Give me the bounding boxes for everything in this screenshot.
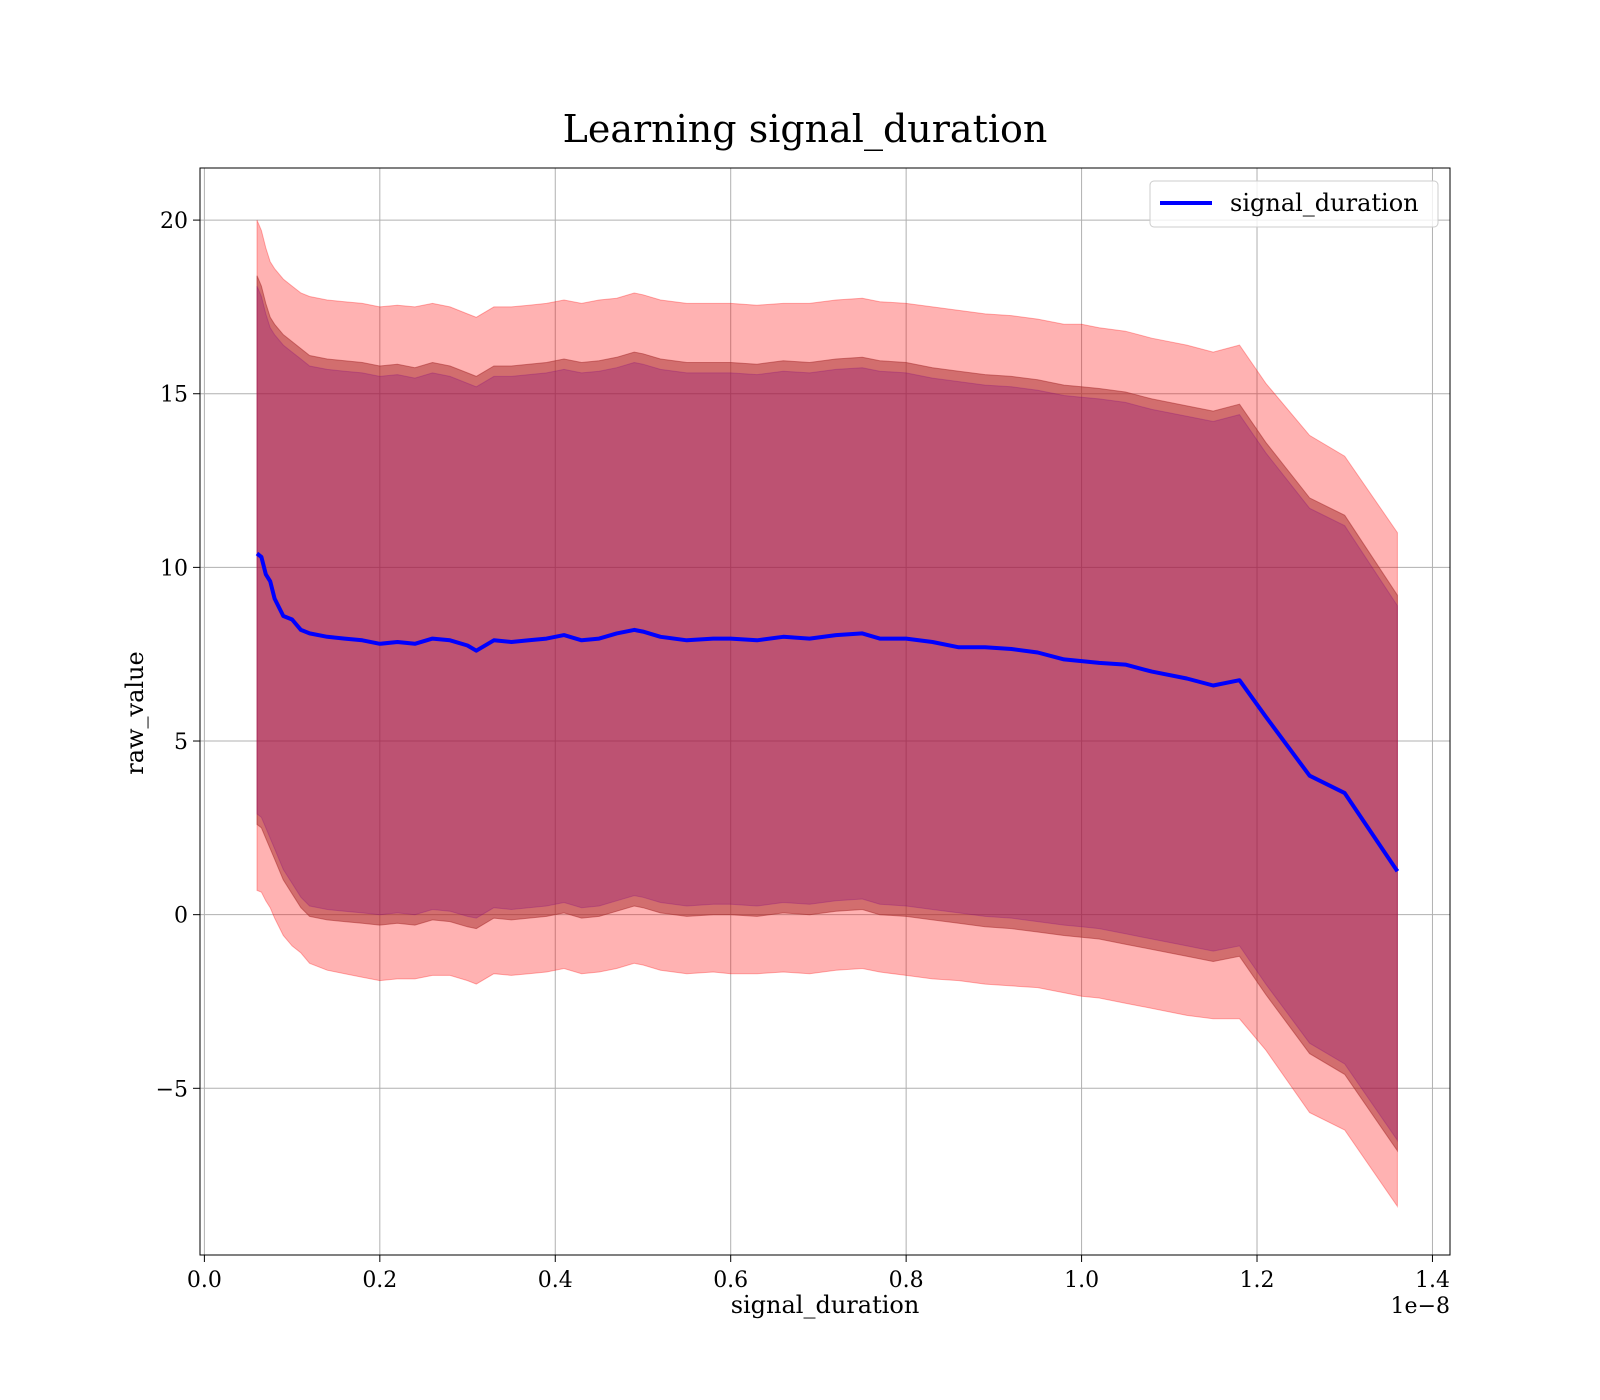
y-tick-label: 5 xyxy=(174,730,188,755)
mean-line xyxy=(255,551,1400,873)
y-tick-label: 20 xyxy=(160,209,188,234)
x-tick-label: 0.6 xyxy=(713,1268,748,1293)
legend: signal_duration xyxy=(1149,180,1439,228)
middle-band xyxy=(256,275,1398,1153)
inner-band xyxy=(256,285,1398,1143)
y-tick-label: 10 xyxy=(160,556,188,581)
bands xyxy=(256,219,1398,1209)
plot-frame xyxy=(199,167,1451,1256)
series-lines xyxy=(255,551,1400,873)
chart-title: Learning signal_duration xyxy=(563,107,1048,152)
y-tick-label: 15 xyxy=(160,383,188,408)
x-tick-label: 0.8 xyxy=(889,1268,924,1293)
x-tick-label: 0.2 xyxy=(362,1268,397,1293)
x-offset-label: 1e−8 xyxy=(1391,1294,1450,1319)
y-tick-label: −5 xyxy=(156,1077,188,1102)
x-tick-label: 0.0 xyxy=(187,1268,222,1293)
x-tick-label: 1.2 xyxy=(1240,1268,1275,1293)
y-axis-label: raw_value xyxy=(121,651,149,775)
legend-entry: signal_duration xyxy=(1230,189,1419,217)
ticks: 0.0 0.2 0.4 0.6 0.8 1.0 1.2 1.4 −5 0 5 10 15 20 xyxy=(156,209,1450,1293)
x-axis-label: signal_duration xyxy=(731,1291,920,1319)
x-tick-label: 1.4 xyxy=(1415,1268,1450,1293)
legend-box xyxy=(1149,180,1439,228)
y-tick-label: 0 xyxy=(174,904,188,929)
x-tick-label: 0.4 xyxy=(538,1268,573,1293)
x-tick-label: 1.0 xyxy=(1064,1268,1099,1293)
